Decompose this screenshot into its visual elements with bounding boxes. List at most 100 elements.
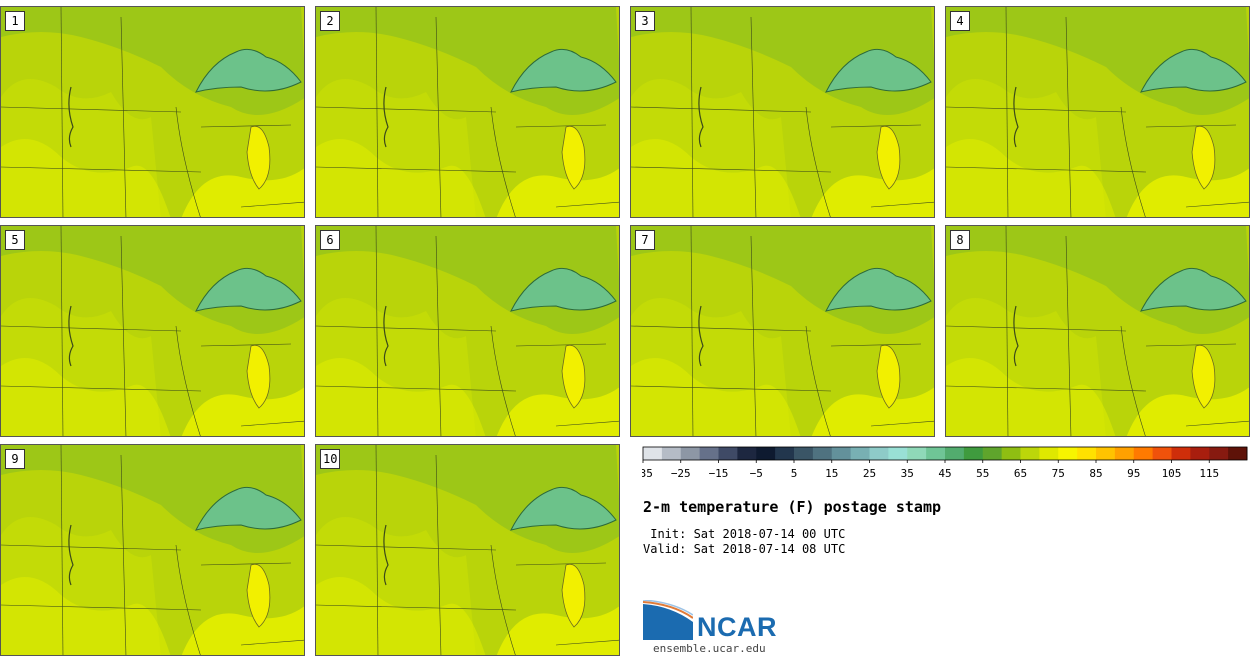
- state-border: [175, 106, 201, 217]
- state-border: [515, 562, 607, 566]
- colorbar-swatch: [718, 447, 738, 460]
- colorbar-tick-label: 105: [1162, 467, 1182, 480]
- cool-north-zone: [1, 445, 304, 553]
- state-border: [316, 166, 517, 173]
- state-border: [375, 445, 379, 655]
- colorbar-swatch: [945, 447, 965, 460]
- state-border: [631, 166, 832, 173]
- state-border: [316, 325, 497, 332]
- colorbar-swatch: [1114, 447, 1135, 460]
- lake-superior: [1140, 48, 1247, 93]
- state-border: [175, 325, 201, 436]
- colorbar-swatch: [1077, 447, 1097, 460]
- colorbar-swatch: [926, 447, 946, 460]
- colorbar-swatch: [737, 447, 757, 460]
- temperature-map: [1, 445, 304, 655]
- river: [383, 305, 389, 367]
- colorbar-swatch: [680, 447, 701, 460]
- ncar-logo-text: NCAR: [697, 612, 777, 642]
- state-border: [490, 544, 516, 655]
- state-border: [870, 201, 934, 208]
- member-label: 4: [950, 11, 970, 31]
- state-border: [120, 454, 127, 655]
- state-border: [1065, 16, 1072, 217]
- state-border: [240, 420, 304, 427]
- state-border: [946, 106, 1127, 113]
- colorbar-tick-label: −25: [671, 467, 691, 480]
- lake-michigan: [876, 344, 901, 409]
- lake-superior: [510, 486, 617, 531]
- state-border: [690, 226, 694, 436]
- state-border: [375, 226, 379, 436]
- temperature-map: [946, 226, 1249, 436]
- colorbar-tick-label: 55: [976, 467, 989, 480]
- state-border: [375, 7, 379, 217]
- warm-south-zone: [811, 168, 934, 217]
- warm-west-zone: [946, 358, 1116, 436]
- member-label: 9: [5, 449, 25, 469]
- river: [68, 305, 74, 367]
- colorbar-tick-label: −5: [750, 467, 763, 480]
- river: [1013, 305, 1019, 367]
- state-border: [175, 544, 201, 655]
- colorbar-tick-label: 35: [901, 467, 914, 480]
- temperature-map: [946, 7, 1249, 217]
- colorbar-tick-label: 75: [1052, 467, 1065, 480]
- lake-michigan: [561, 125, 586, 190]
- temperature-map: [316, 445, 619, 655]
- colorbar-swatch: [794, 447, 814, 460]
- colorbar-tick-label: 65: [1014, 467, 1027, 480]
- temperature-map: [631, 7, 934, 217]
- state-border: [1005, 226, 1009, 436]
- river: [68, 86, 74, 148]
- warm-west-zone: [1, 358, 171, 436]
- temperature-map: [631, 226, 934, 436]
- cool-north-zone: [316, 445, 619, 553]
- state-border: [240, 201, 304, 208]
- lake-superior: [510, 48, 617, 93]
- colorbar-swatch: [1001, 447, 1021, 460]
- state-border: [631, 385, 832, 392]
- state-border: [946, 325, 1127, 332]
- state-border: [1, 325, 182, 332]
- valid-time: Valid: Sat 2018-07-14 08 UTC: [643, 542, 846, 556]
- state-border: [316, 106, 497, 113]
- warm-south-zone: [811, 387, 934, 436]
- warm-south-zone: [1126, 168, 1249, 217]
- temperature-map: [316, 226, 619, 436]
- colorbar-swatch: [1209, 447, 1229, 460]
- state-border: [805, 106, 831, 217]
- colorbar-tick-label: 5: [791, 467, 798, 480]
- member-panel: 2: [315, 6, 620, 218]
- temperature-map: [1, 7, 304, 217]
- state-border: [60, 445, 64, 655]
- figure-title: 2-m temperature (F) postage stamp: [643, 498, 942, 516]
- warm-south-zone: [1126, 387, 1249, 436]
- lake-michigan: [561, 563, 586, 628]
- state-border: [1185, 201, 1249, 208]
- colorbar-tick-label: 25: [863, 467, 876, 480]
- state-border: [435, 235, 442, 436]
- member-label: 2: [320, 11, 340, 31]
- colorbar-swatch: [1058, 447, 1078, 460]
- warm-west-zone: [316, 358, 486, 436]
- state-border: [750, 16, 757, 217]
- state-border: [690, 7, 694, 217]
- state-border: [1, 106, 182, 113]
- colorbar-swatch: [963, 447, 984, 460]
- colorbar-swatch: [1171, 447, 1191, 460]
- state-border: [946, 385, 1147, 392]
- colorbar-swatch: [1152, 447, 1172, 460]
- lake-michigan: [561, 344, 586, 409]
- colorbar-swatch: [1190, 447, 1210, 460]
- member-label: 3: [635, 11, 655, 31]
- colorbar-swatch: [699, 447, 719, 460]
- warm-west-zone: [1, 577, 171, 655]
- state-border: [946, 166, 1147, 173]
- member-label: 7: [635, 230, 655, 250]
- colorbar-swatch: [756, 447, 776, 460]
- member-panel: 8: [945, 225, 1250, 437]
- colorbar-swatch: [643, 447, 663, 460]
- state-border: [1065, 235, 1072, 436]
- member-panel: 3: [630, 6, 935, 218]
